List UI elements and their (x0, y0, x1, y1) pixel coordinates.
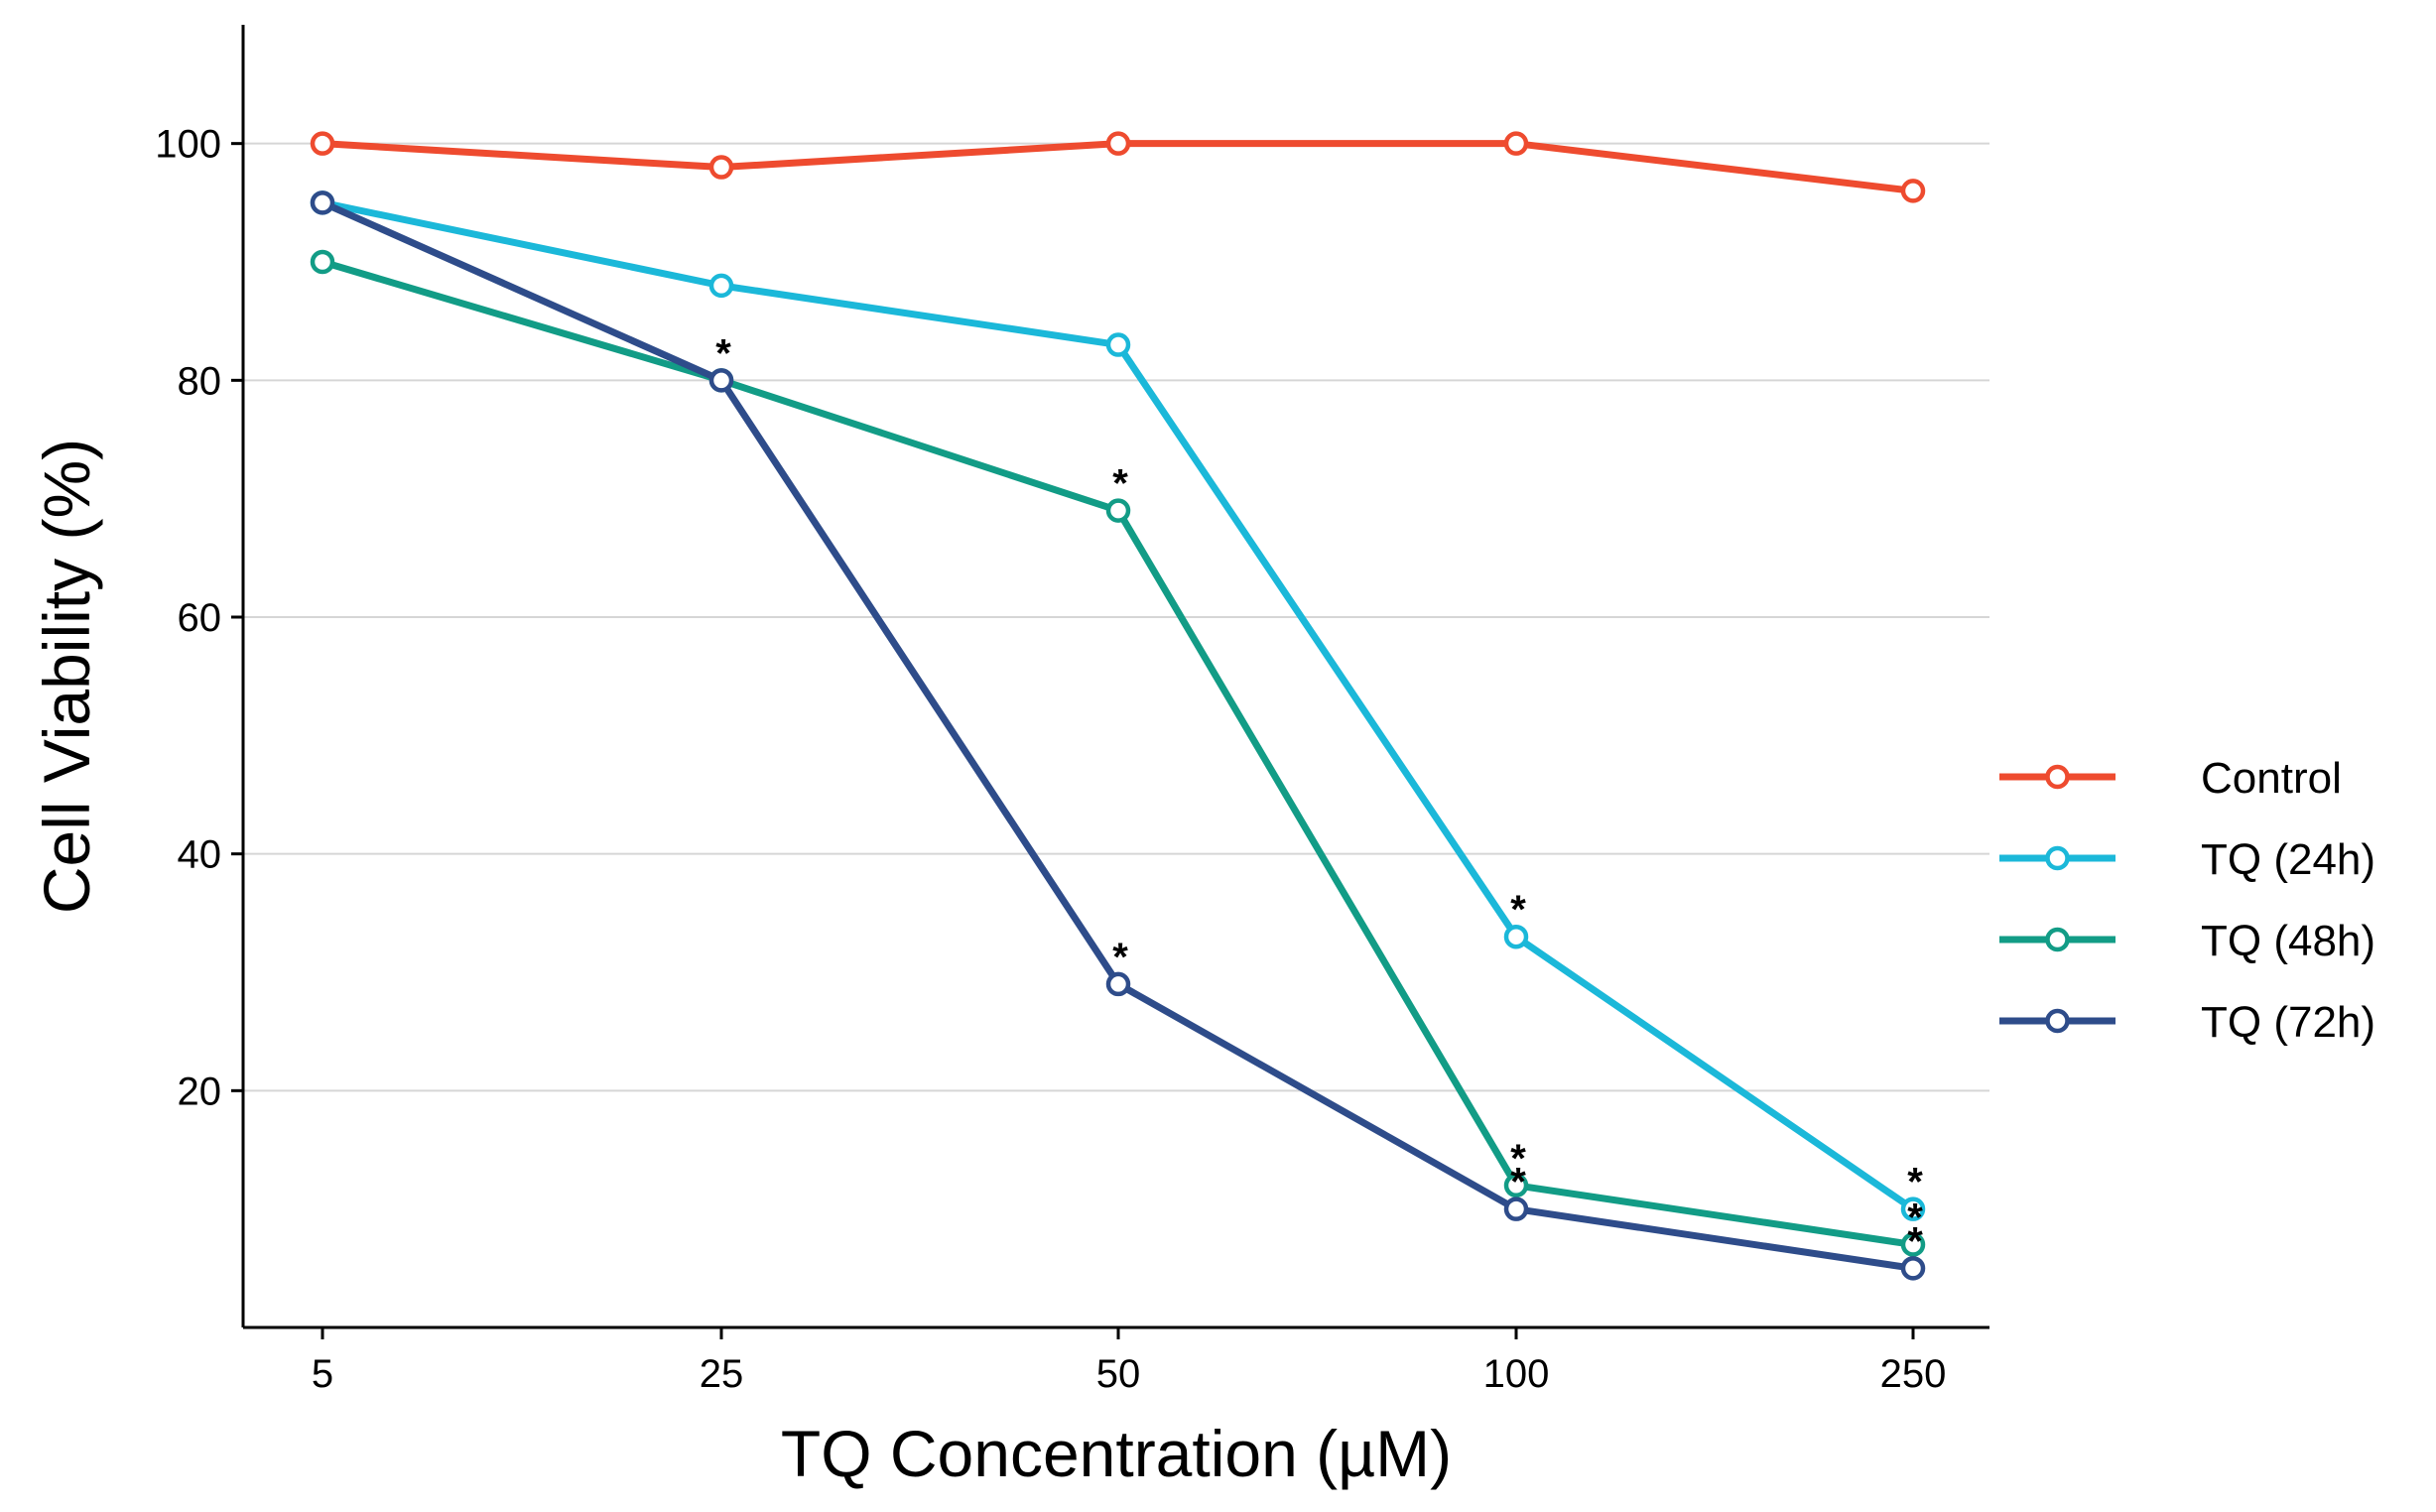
point-tq-72h-250 (1900, 1256, 1926, 1281)
significance-markers: ********* (715, 331, 1923, 1263)
x-axis-title: TQ Concentration (µM) (781, 1417, 1452, 1490)
point-tq-24h-50 (1105, 332, 1131, 357)
point-control-250 (1900, 179, 1926, 203)
series-points (310, 131, 1926, 1281)
legend-item-tq-24h: TQ (24h) (1999, 835, 2375, 884)
point-control-50 (1105, 131, 1131, 156)
y-ticks: 20 40 60 80 100 (155, 123, 243, 1113)
significance-marker-tq-48h-50: * (1112, 462, 1128, 506)
y-tick-label-40: 40 (178, 833, 222, 877)
point-tq-24h-250 (1900, 1197, 1926, 1221)
y-tick-label-80: 80 (178, 359, 222, 403)
legend-swatch-marker (2045, 845, 2070, 871)
legend-swatch-marker (2045, 1008, 2070, 1034)
legend-swatch-marker (2045, 927, 2070, 952)
point-tq-72h-25 (708, 368, 734, 393)
significance-marker-tq-48h-25: * (715, 331, 731, 375)
x-tick-label-5: 5 (312, 1352, 333, 1396)
legend-item-tq-72h: TQ (72h) (1999, 998, 2375, 1047)
point-tq-72h-50 (1105, 971, 1131, 997)
point-tq-24h-100 (1503, 924, 1529, 949)
legend-label: TQ (72h) (2201, 998, 2375, 1047)
point-tq-48h-250 (1900, 1232, 1926, 1257)
significance-marker-tq-72h-100: * (1510, 1161, 1526, 1204)
significance-marker-tq-72h-250: * (1907, 1219, 1923, 1263)
x-tick-label-250: 250 (1880, 1352, 1947, 1396)
legend-swatch-marker (2045, 764, 2070, 790)
series-line-tq-72h (321, 199, 1914, 1272)
point-tq-72h-100 (1503, 1197, 1529, 1221)
point-tq-48h-5 (310, 249, 335, 275)
legend-item-tq-48h: TQ (48h) (1999, 917, 2375, 965)
series-lines (321, 140, 1915, 1272)
point-control-100 (1503, 131, 1529, 156)
point-control-25 (708, 155, 734, 180)
significance-marker-tq-72h-50: * (1112, 936, 1128, 979)
x-ticks: 5 25 50 100 250 (312, 1327, 1947, 1396)
legend: Control TQ (24h) TQ (48h) TQ (72h) (1999, 754, 2375, 1047)
y-tick-label-60: 60 (178, 596, 222, 640)
legend-label: Control (2201, 754, 2342, 803)
significance-marker-tq-24h-100: * (1510, 888, 1526, 932)
x-tick-label-100: 100 (1483, 1352, 1550, 1396)
significance-marker-tq-48h-250: * (1907, 1196, 1923, 1239)
significance-marker-tq-24h-250: * (1907, 1161, 1923, 1204)
point-tq-48h-50 (1105, 498, 1131, 523)
point-tq-72h-5 (310, 190, 335, 215)
point-tq-48h-100 (1503, 1173, 1529, 1198)
significance-marker-tq-48h-100: * (1510, 1137, 1526, 1181)
series-line-tq-48h (321, 258, 1914, 1248)
y-tick-label-100: 100 (155, 123, 221, 167)
legend-label: TQ (48h) (2201, 917, 2375, 965)
point-tq-24h-25 (708, 273, 734, 299)
axes (241, 25, 1989, 1329)
legend-label: TQ (24h) (2201, 835, 2375, 884)
x-tick-label-50: 50 (1096, 1352, 1141, 1396)
legend-item-control: Control (1999, 754, 2342, 803)
y-axis-title: Cell Viability (%) (30, 439, 103, 914)
y-tick-label-20: 20 (178, 1070, 222, 1113)
x-tick-label-25: 25 (700, 1352, 744, 1396)
point-control-5 (310, 131, 335, 156)
